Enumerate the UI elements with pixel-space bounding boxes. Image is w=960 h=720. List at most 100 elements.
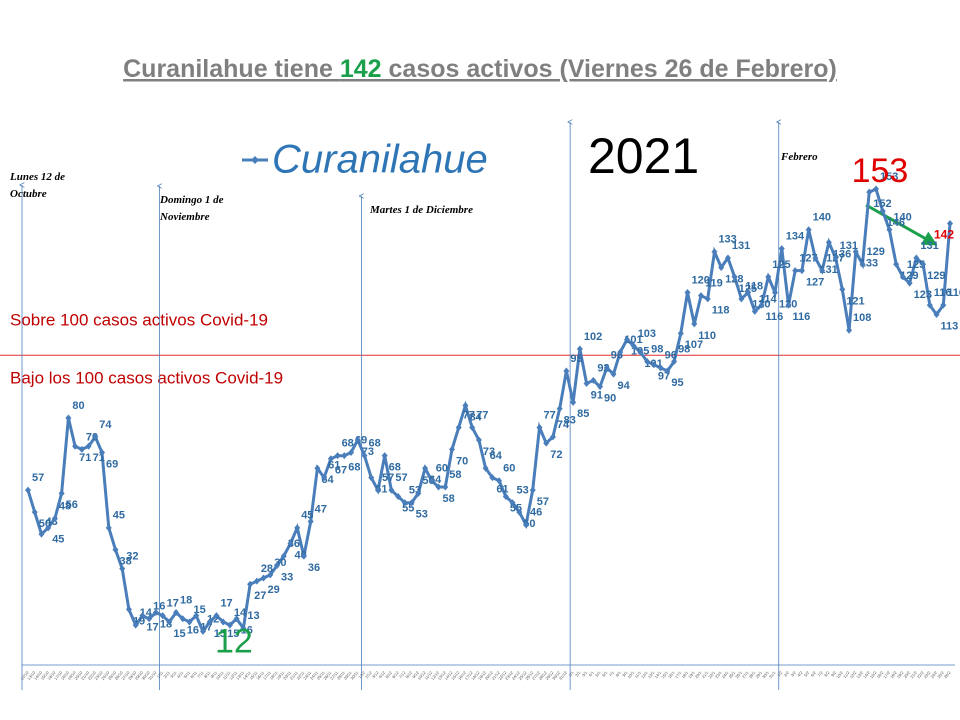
data-label: 107 <box>685 339 703 351</box>
point <box>893 260 900 268</box>
x-tick-label: 14/1 <box>653 670 662 680</box>
x-tick-label: 21/11 <box>289 670 300 681</box>
point <box>374 486 381 494</box>
data-label: 127 <box>799 252 817 264</box>
point <box>119 565 126 573</box>
x-tick-label: 25/10 <box>107 670 118 681</box>
x-tick-label: 15/2 <box>869 670 878 680</box>
x-tick-label: 25/12 <box>517 670 528 681</box>
point <box>798 267 805 275</box>
point <box>623 336 630 344</box>
x-tick-label: 23/12 <box>504 670 515 681</box>
x-tick-label: 22/10 <box>87 670 98 681</box>
point <box>502 492 509 500</box>
data-label: 71 <box>79 452 91 464</box>
x-tick-label: 7/1 <box>608 670 616 678</box>
data-label: 18 <box>180 594 192 606</box>
point <box>751 307 758 315</box>
x-tick-label: 15/12 <box>450 670 461 681</box>
year-label: 2021 <box>588 128 699 184</box>
data-label: 118 <box>745 281 763 293</box>
x-tick-label: 19/11 <box>275 670 286 681</box>
point <box>381 452 388 460</box>
x-tick-label: 24/11 <box>309 670 320 681</box>
data-label: 129 <box>927 270 945 282</box>
data-label: 60 <box>503 463 515 475</box>
data-label: 17 <box>220 598 232 610</box>
x-tick-label: 6/2 <box>810 670 818 678</box>
x-tick-label: 19/1 <box>687 670 696 680</box>
point <box>906 279 913 287</box>
point <box>206 618 213 626</box>
x-tick-label: 23/1 <box>714 670 723 680</box>
data-label: 74 <box>99 419 112 431</box>
x-tick-label: 21/2 <box>909 670 918 680</box>
point <box>179 615 186 623</box>
data-label: 134 <box>786 231 805 243</box>
point <box>590 376 597 384</box>
data-label: 57 <box>32 472 44 484</box>
point <box>125 605 132 613</box>
data-label: 53 <box>517 485 529 497</box>
x-tick-label: 25/2 <box>936 670 945 680</box>
point <box>738 295 745 303</box>
data-label: 80 <box>72 400 84 412</box>
point <box>617 348 624 356</box>
data-label: 131 <box>732 240 750 252</box>
point <box>509 499 516 507</box>
point <box>99 449 106 457</box>
x-tick-label: 21/1 <box>700 670 709 680</box>
data-label: 114 <box>759 293 778 305</box>
point <box>287 540 294 548</box>
x-tick-label: 27/10 <box>120 670 131 681</box>
x-tick-label: 28/11 <box>336 670 347 681</box>
data-label: 72 <box>550 449 562 461</box>
point <box>415 489 422 497</box>
point <box>395 492 402 500</box>
data-label: 60 <box>436 463 448 475</box>
data-label: 77 <box>476 409 488 421</box>
point <box>610 370 617 378</box>
x-tick-label: 6/11 <box>189 670 198 680</box>
point <box>462 401 469 409</box>
x-tick-label: 1/2 <box>776 670 784 678</box>
x-tick-label: 17/2 <box>882 670 891 680</box>
x-tick-label: 4/1 <box>587 670 595 678</box>
x-tick-label: 17/10 <box>53 670 64 681</box>
x-tick-label: 26/12 <box>524 670 535 681</box>
point <box>274 561 281 569</box>
point <box>664 367 671 375</box>
x-tick-label: 11/1 <box>633 670 642 680</box>
x-tick-label: 8/1 <box>614 670 622 678</box>
x-tick-label: 27/11 <box>329 670 340 681</box>
threshold-label: Sobre 100 casos activos Covid-19 <box>10 310 268 329</box>
x-tick-label: 16/12 <box>457 670 468 681</box>
x-tick-label: 28/1 <box>748 670 757 680</box>
point <box>267 571 274 579</box>
x-tick-label: 22/2 <box>916 670 925 680</box>
x-tick-label: 2/11 <box>162 670 171 680</box>
point <box>947 220 953 228</box>
x-tick-label: 26/1 <box>734 670 743 680</box>
x-tick-label: 2/2 <box>783 670 791 678</box>
point <box>85 442 92 450</box>
data-label: 64 <box>490 450 503 462</box>
x-tick-label: 7/2 <box>816 670 824 678</box>
point <box>300 552 307 560</box>
x-tick-label: 20/11 <box>282 670 293 681</box>
point <box>72 442 79 450</box>
data-label: 38 <box>119 556 131 568</box>
data-label: 103 <box>638 328 656 340</box>
point <box>704 295 711 303</box>
data-label: 121 <box>846 295 864 307</box>
x-tick-label: 20/1 <box>694 670 703 680</box>
data-label: 73 <box>483 446 495 458</box>
data-label: 116 <box>766 311 784 323</box>
point <box>805 226 812 234</box>
x-tick-label: 14/12 <box>443 670 454 681</box>
point <box>146 615 153 623</box>
point <box>401 499 408 507</box>
x-tick-label: 14/11 <box>242 670 253 681</box>
data-label: 58 <box>443 493 455 505</box>
data-label: 127 <box>806 276 824 288</box>
